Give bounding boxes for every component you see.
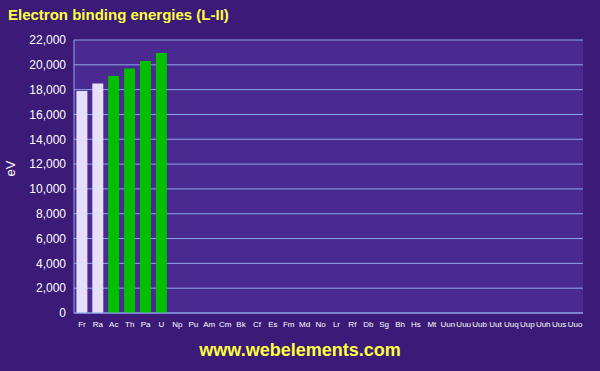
svg-text:Uup: Uup	[520, 320, 535, 329]
svg-text:Es: Es	[268, 320, 277, 329]
svg-text:Hs: Hs	[411, 320, 421, 329]
svg-text:4,000: 4,000	[36, 257, 66, 271]
svg-text:Bk: Bk	[236, 320, 246, 329]
svg-text:Bh: Bh	[395, 320, 405, 329]
svg-text:Uut: Uut	[489, 320, 502, 329]
svg-text:U: U	[159, 320, 165, 329]
svg-text:6,000: 6,000	[36, 232, 66, 246]
svg-text:Cf: Cf	[253, 320, 262, 329]
svg-text:Pa: Pa	[141, 320, 151, 329]
svg-text:Uuh: Uuh	[536, 320, 551, 329]
svg-text:10,000: 10,000	[29, 182, 66, 196]
svg-text:Ac: Ac	[109, 320, 118, 329]
svg-text:Ra: Ra	[93, 320, 104, 329]
svg-text:Lr: Lr	[333, 320, 340, 329]
svg-text:Fm: Fm	[283, 320, 295, 329]
html-text:Electron binding energies (L-I: Electron binding energies (L-II)	[8, 6, 229, 23]
svg-text:Am: Am	[203, 320, 215, 329]
svg-text:Db: Db	[363, 320, 374, 329]
svg-text:Uun: Uun	[440, 320, 455, 329]
svg-text:2,000: 2,000	[36, 281, 66, 295]
svg-text:Mt: Mt	[427, 320, 437, 329]
svg-text:22,000: 22,000	[29, 33, 66, 47]
svg-text:Uub: Uub	[472, 320, 487, 329]
svg-text:14,000: 14,000	[29, 133, 66, 147]
svg-text:Uuu: Uuu	[456, 320, 471, 329]
svg-text:Np: Np	[172, 320, 183, 329]
svg-text:Cm: Cm	[219, 320, 232, 329]
svg-text:Rf: Rf	[348, 320, 357, 329]
svg-text:Uus: Uus	[552, 320, 566, 329]
svg-text:eV: eV	[8, 160, 18, 176]
svg-text:Th: Th	[125, 320, 134, 329]
svg-text:Pu: Pu	[188, 320, 198, 329]
svg-text:8,000: 8,000	[36, 207, 66, 221]
svg-text:Sg: Sg	[379, 320, 389, 329]
svg-text:Uuq: Uuq	[504, 320, 519, 329]
svg-text:No: No	[315, 320, 326, 329]
svg-text:Md: Md	[299, 320, 310, 329]
svg-text:0: 0	[59, 306, 66, 320]
svg-text:Fr: Fr	[78, 320, 86, 329]
svg-text:16,000: 16,000	[29, 108, 66, 122]
svg-text:18,000: 18,000	[29, 83, 66, 97]
svg-text:12,000: 12,000	[29, 157, 66, 171]
svg-text:Uuo: Uuo	[568, 320, 583, 329]
svg-text:20,000: 20,000	[29, 58, 66, 72]
html-text:www.webelements.com: www.webelements.com	[199, 340, 401, 360]
